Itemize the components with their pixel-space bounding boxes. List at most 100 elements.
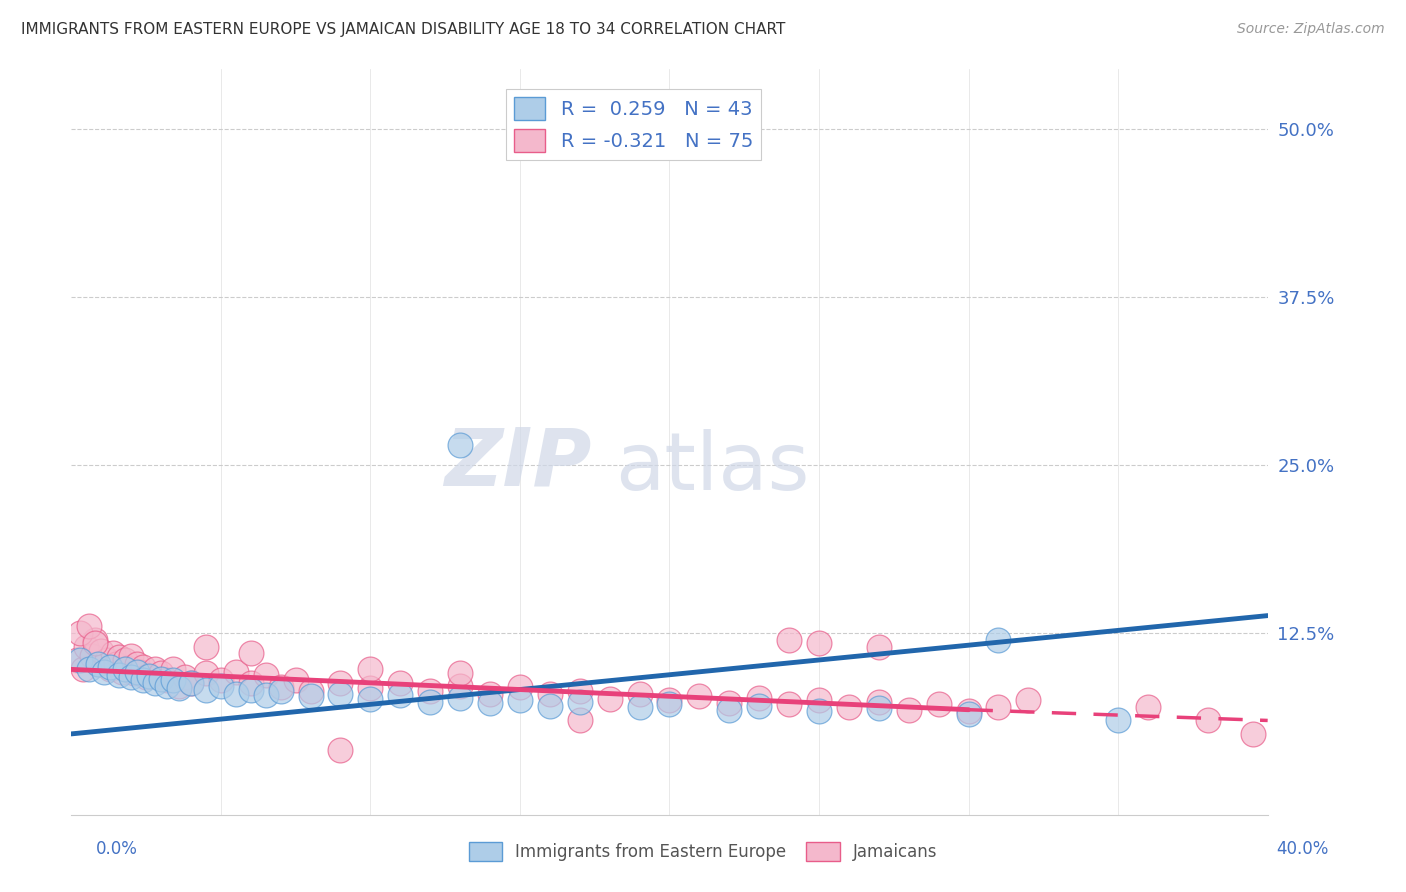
Point [69,653,91,667]
Point [987,700,1010,714]
Text: atlas: atlas [616,429,810,507]
Point [114,653,136,667]
Point [254,688,277,702]
Point [101,646,124,660]
Point [568,714,591,728]
Text: ZIP: ZIP [444,425,592,503]
Point [748,698,770,713]
Point [1197,714,1219,728]
Point [808,693,831,707]
Point [599,692,621,706]
Point [129,665,152,679]
Point [125,657,148,671]
Text: Source: ZipAtlas.com: Source: ZipAtlas.com [1237,22,1385,37]
Point [143,662,166,676]
Point [419,684,441,698]
Point [66,653,89,667]
Point [449,666,471,681]
Point [120,670,142,684]
Point [149,666,172,681]
Point [84,632,107,647]
Point [122,666,145,681]
Point [897,703,920,717]
Point [162,662,184,676]
Point [96,653,118,667]
Point [174,670,197,684]
Point [568,684,591,698]
Point [509,693,531,707]
Point [329,687,352,701]
Point [132,673,155,687]
Point [718,696,741,710]
Point [194,640,217,654]
Point [111,665,134,679]
Point [156,673,179,687]
Point [239,646,262,660]
Point [72,662,94,676]
Text: 40.0%: 40.0% [1277,840,1329,858]
Point [132,659,155,673]
Point [77,662,100,676]
Point [808,704,831,718]
Point [98,662,121,676]
Point [284,673,307,687]
Point [225,665,247,679]
Point [138,669,160,683]
Point [778,632,800,647]
Point [628,700,651,714]
Point [239,682,262,697]
Point [120,648,142,663]
Point [868,695,890,709]
Point [957,704,980,718]
Point [359,681,381,696]
Point [84,635,107,649]
Point [270,680,292,694]
Point [167,681,190,696]
Point [329,676,352,690]
Point [270,684,292,698]
Point [628,687,651,701]
Point [69,626,91,640]
Point [167,679,190,693]
Y-axis label: Disability Age 18 to 34: Disability Age 18 to 34 [0,347,8,536]
Point [98,659,121,673]
Point [838,700,860,714]
Point [658,693,681,707]
Point [868,640,890,654]
Point [987,632,1010,647]
Point [389,676,412,690]
Text: 0.0%: 0.0% [96,840,138,858]
Point [82,648,104,663]
Point [180,676,202,690]
Point [149,672,172,686]
Legend: R =  0.259   N = 43, R = -0.321   N = 75: R = 0.259 N = 43, R = -0.321 N = 75 [506,89,761,160]
Point [419,695,441,709]
Point [162,673,184,687]
Point [1137,700,1160,714]
Point [389,688,412,702]
Point [718,703,741,717]
Point [87,657,110,671]
Point [538,687,561,701]
Point [143,676,166,690]
Point [117,661,139,675]
Point [125,665,148,679]
Point [449,690,471,705]
Point [1241,727,1264,741]
Point [778,698,800,712]
Point [478,696,501,710]
Point [688,690,710,704]
Point [194,682,217,697]
Point [114,662,136,676]
Point [509,680,531,694]
Point [209,679,232,693]
Point [299,690,322,704]
Point [928,698,950,712]
Point [135,670,157,684]
Point [209,673,232,687]
Point [808,635,831,649]
Point [299,684,322,698]
Point [748,690,770,705]
Point [449,438,471,452]
Point [93,665,115,679]
